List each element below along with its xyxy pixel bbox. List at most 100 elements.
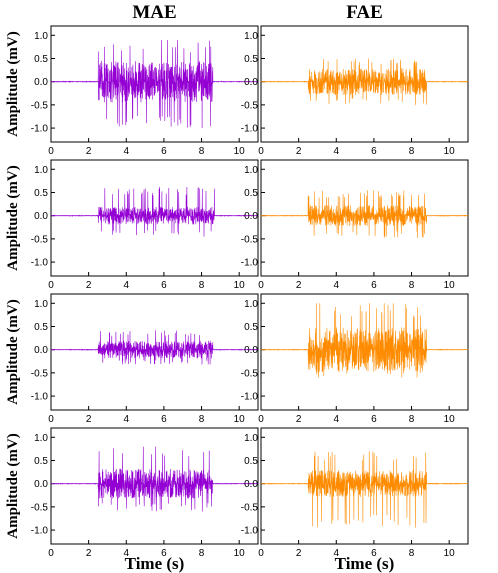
signal-trace: [260, 58, 469, 105]
signal-trace: [50, 446, 259, 512]
x-tick-label: 0: [48, 280, 54, 291]
y-tick-label: -1.0: [31, 258, 49, 269]
plot-frame: [260, 293, 469, 411]
x-tick-label: 10: [234, 280, 246, 291]
panel-title: MAE: [132, 2, 176, 23]
panel-6: -1.0 -0.5 0.0 0.5 1.0 0 2 4 6 8 10: [241, 293, 469, 425]
x-tick-label: 2: [296, 146, 302, 157]
x-tick-label: 2: [86, 414, 92, 425]
y-tick-label: 0.5: [244, 322, 258, 333]
x-tick-label: 6: [161, 548, 167, 559]
x-tick-label: 2: [86, 548, 92, 559]
x-tick-label: 0: [258, 548, 264, 559]
y-tick-label: 0.5: [34, 456, 48, 467]
x-tick-label: 4: [333, 146, 339, 157]
x-tick-label: 6: [371, 146, 377, 157]
x-tick-label: 0: [48, 146, 54, 157]
y-tick-label: -0.5: [241, 234, 259, 245]
x-axis-label: Time (s): [335, 554, 395, 573]
y-tick-label: 1.0: [244, 31, 258, 42]
x-tick-label: 4: [333, 414, 339, 425]
x-tick-label: 6: [371, 280, 377, 291]
y-tick-label: -1.0: [31, 392, 49, 403]
x-tick-label: 0: [258, 146, 264, 157]
y-tick-label: -0.5: [241, 368, 259, 379]
y-tick-label: 0.0: [34, 211, 48, 222]
x-tick-label: 4: [333, 548, 339, 559]
plot-frame: [260, 159, 469, 277]
y-tick-label: 0.5: [34, 54, 48, 65]
plot-frame: [50, 293, 259, 411]
x-tick-label: 2: [296, 548, 302, 559]
y-tick-label: 0.5: [244, 188, 258, 199]
x-tick-label: 0: [48, 548, 54, 559]
panel-4: -1.0 -0.5 0.0 0.5 1.0 0 2 4 6 8 10: [241, 159, 469, 291]
x-tick-label: 0: [258, 280, 264, 291]
y-tick-label: -1.0: [31, 124, 49, 135]
y-tick-label: 0.5: [34, 322, 48, 333]
plot-frame: [50, 427, 259, 545]
x-tick-label: 8: [199, 548, 205, 559]
x-tick-label: 4: [123, 280, 129, 291]
x-tick-label: 10: [234, 146, 246, 157]
y-tick-label: -0.5: [31, 100, 49, 111]
signal-trace: [261, 451, 469, 528]
signal-trace: [260, 303, 469, 378]
y-tick-label: 1.0: [34, 31, 48, 42]
y-tick-label: 1.0: [34, 433, 48, 444]
y-tick-label: -1.0: [241, 258, 259, 269]
plot-frame: [260, 427, 469, 545]
x-tick-label: 0: [48, 414, 54, 425]
y-tick-label: 0.0: [34, 77, 48, 88]
y-tick-label: -0.5: [31, 368, 49, 379]
signal-trace: [260, 190, 468, 239]
y-tick-label: 0.5: [34, 188, 48, 199]
x-tick-label: 4: [123, 548, 129, 559]
x-tick-label: 8: [409, 548, 415, 559]
x-tick-label: 0: [258, 414, 264, 425]
y-tick-label: -1.0: [241, 392, 259, 403]
x-tick-label: 6: [161, 414, 167, 425]
x-tick-label: 8: [199, 146, 205, 157]
x-tick-label: 10: [444, 548, 456, 559]
x-tick-label: 10: [444, 414, 456, 425]
x-axis-label: Time (s): [125, 554, 185, 573]
signal-trace: [50, 39, 259, 129]
x-tick-label: 10: [444, 146, 456, 157]
x-tick-label: 8: [409, 414, 415, 425]
panel-2: -1.0 -0.5 0.0 0.5 1.0 0 2 4 6 8 10 FAE: [241, 2, 469, 157]
panel-1: -1.0 -0.5 0.0 0.5 1.0 0 2 4 6 8 10 MAE Amplitude (mV…: [5, 2, 259, 157]
panel-title: FAE: [346, 2, 383, 23]
y-tick-label: 1.0: [244, 165, 258, 176]
x-tick-label: 8: [199, 414, 205, 425]
y-axis-label: Amplitude (mV): [5, 433, 21, 538]
x-tick-label: 6: [371, 548, 377, 559]
x-tick-label: 8: [409, 280, 415, 291]
x-tick-label: 2: [86, 280, 92, 291]
y-tick-label: -0.5: [31, 234, 49, 245]
x-tick-label: 10: [444, 280, 456, 291]
y-tick-label: -0.5: [241, 502, 259, 513]
plot-frame: [50, 159, 259, 277]
signal-trace: [50, 186, 259, 237]
y-tick-label: 0.0: [244, 77, 258, 88]
y-tick-label: 1.0: [244, 299, 258, 310]
y-tick-label: 1.0: [34, 165, 48, 176]
y-tick-label: 1.0: [34, 299, 48, 310]
y-tick-label: 1.0: [244, 433, 258, 444]
y-tick-label: -0.5: [241, 100, 259, 111]
panel-5: -1.0 -0.5 0.0 0.5 1.0 0 2 4 6 8 10 Amplitude (mV): [5, 293, 259, 425]
y-tick-label: -1.0: [31, 526, 49, 537]
x-tick-label: 6: [371, 414, 377, 425]
x-tick-label: 4: [123, 146, 129, 157]
signal-trace: [50, 330, 259, 365]
plot-frame: [260, 25, 469, 143]
panel-7: -1.0 -0.5 0.0 0.5 1.0 0 2 4 6 8 10 Amplitude (mV) Ti…: [5, 427, 259, 573]
y-tick-label: -0.5: [31, 502, 49, 513]
x-tick-label: 2: [296, 280, 302, 291]
y-tick-label: 0.5: [244, 54, 258, 65]
x-tick-label: 6: [161, 146, 167, 157]
x-tick-label: 6: [161, 280, 167, 291]
y-axis-label: Amplitude (mV): [5, 299, 21, 404]
